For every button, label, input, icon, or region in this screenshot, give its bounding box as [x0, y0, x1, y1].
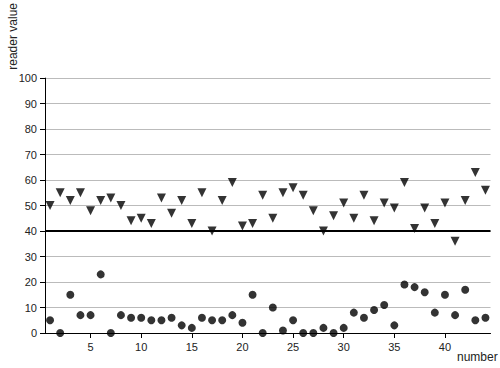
svg-text:25: 25: [287, 341, 299, 353]
svg-text:70: 70: [25, 149, 37, 161]
svg-text:10: 10: [25, 302, 37, 314]
svg-text:50: 50: [25, 200, 37, 212]
svg-text:30: 30: [338, 341, 350, 353]
svg-text:80: 80: [25, 123, 37, 135]
svg-text:10: 10: [135, 341, 147, 353]
svg-text:35: 35: [388, 341, 400, 353]
svg-text:reader value: reader value: [6, 3, 20, 70]
svg-text:90: 90: [25, 98, 37, 110]
svg-text:0: 0: [31, 327, 37, 339]
svg-text:number: number: [457, 350, 498, 364]
svg-text:40: 40: [25, 225, 37, 237]
svg-text:30: 30: [25, 251, 37, 263]
svg-text:100: 100: [19, 72, 37, 84]
svg-text:20: 20: [236, 341, 248, 353]
svg-text:15: 15: [186, 341, 198, 353]
svg-text:20: 20: [25, 276, 37, 288]
svg-text:40: 40: [439, 341, 451, 353]
svg-text:5: 5: [88, 341, 94, 353]
svg-text:60: 60: [25, 174, 37, 186]
